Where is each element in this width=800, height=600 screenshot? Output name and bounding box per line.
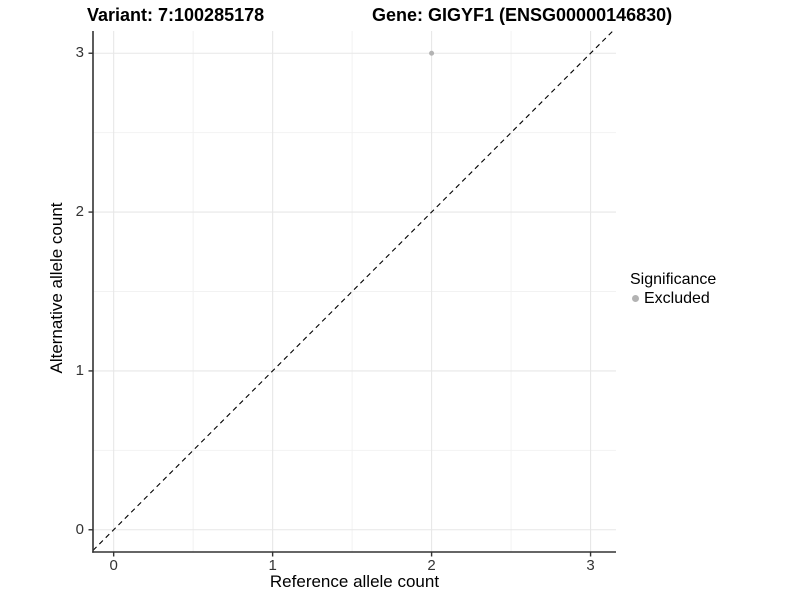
y-tick-label-2: 2 — [75, 203, 84, 221]
legend: Significance Excluded — [628, 270, 716, 308]
identity-reference-line — [92, 30, 614, 551]
y-axis-title: Alternative allele count — [47, 202, 66, 374]
x-tick-label-3: 3 — [586, 557, 595, 574]
x-tick-label-1: 1 — [268, 557, 277, 574]
legend-item-label: Excluded — [644, 290, 710, 307]
x-axis-title: Reference allele count — [269, 572, 440, 591]
legend-item-excluded: Excluded — [628, 289, 716, 308]
plot-title-variant: Variant: 7:100285178 — [87, 5, 265, 25]
y-tick-label-1: 1 — [75, 361, 84, 379]
x-tick-label-2: 2 — [427, 557, 436, 574]
data-point — [429, 50, 435, 56]
legend-point-swatch-icon — [632, 295, 639, 302]
legend-title: Significance — [630, 271, 717, 288]
x-tick-label-0: 0 — [109, 557, 118, 574]
y-tick-label-0: 0 — [75, 520, 84, 538]
plot-title-gene: Gene: GIGYF1 (ENSG00000146830) — [372, 5, 673, 25]
y-tick-label-3: 3 — [75, 44, 84, 62]
